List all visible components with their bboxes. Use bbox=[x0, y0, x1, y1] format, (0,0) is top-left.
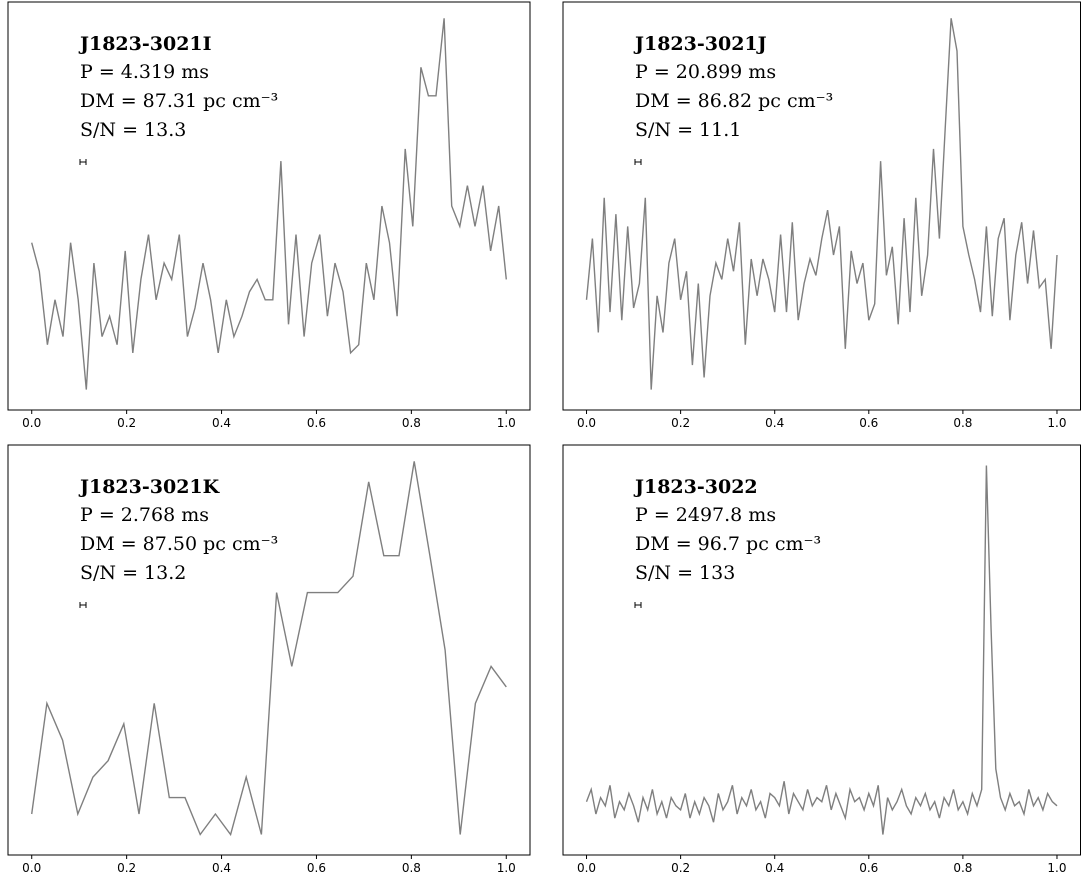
pulsar-name: J1823-3021I bbox=[78, 33, 212, 55]
x-tick-label: 1.0 bbox=[1047, 861, 1066, 875]
profile-line bbox=[585, 465, 1058, 835]
x-tick-label: 0.0 bbox=[22, 416, 41, 430]
x-tick-label: 0.0 bbox=[577, 416, 596, 430]
annotation: DM = 87.31 pc cm⁻³ bbox=[80, 90, 278, 112]
annotation: S/N = 13.2 bbox=[80, 562, 186, 584]
annotation: DM = 96.7 pc cm⁻³ bbox=[635, 533, 821, 555]
x-tick-label: 0.4 bbox=[212, 861, 231, 875]
pulsar-name: J1823-3021K bbox=[78, 476, 221, 498]
annotation: DM = 86.82 pc cm⁻³ bbox=[635, 90, 833, 112]
profile-line bbox=[585, 18, 1058, 390]
x-tick-label: 0.0 bbox=[577, 861, 596, 875]
pulsar-name: J1823-3021J bbox=[633, 33, 767, 55]
profile-line bbox=[31, 461, 507, 837]
x-tick-label: 0.2 bbox=[671, 416, 690, 430]
x-tick-label: 0.8 bbox=[953, 416, 972, 430]
x-tick-label: 0.8 bbox=[402, 416, 421, 430]
panel-frame bbox=[7, 1, 531, 411]
annotation: S/N = 11.1 bbox=[635, 119, 741, 141]
x-tick-label: 0.6 bbox=[859, 861, 878, 875]
x-tick-label: 0.6 bbox=[307, 861, 326, 875]
x-tick-label: 0.4 bbox=[765, 861, 784, 875]
annotation: S/N = 133 bbox=[635, 562, 735, 584]
x-tick-label: 0.2 bbox=[117, 861, 136, 875]
annotation: P = 2497.8 ms bbox=[635, 504, 776, 526]
resolution-bar bbox=[634, 159, 642, 165]
annotation: P = 20.899 ms bbox=[635, 61, 776, 83]
x-tick-label: 0.2 bbox=[117, 416, 136, 430]
annotation: S/N = 13.3 bbox=[80, 119, 186, 141]
x-tick-label: 0.4 bbox=[765, 416, 784, 430]
annotation: DM = 87.50 pc cm⁻³ bbox=[80, 533, 278, 555]
x-tick-label: 0.6 bbox=[307, 416, 326, 430]
x-tick-label: 1.0 bbox=[1047, 416, 1066, 430]
x-tick-label: 0.4 bbox=[212, 416, 231, 430]
annotation: P = 2.768 ms bbox=[80, 504, 209, 526]
resolution-bar bbox=[79, 602, 87, 608]
x-tick-label: 1.0 bbox=[497, 861, 516, 875]
annotation: P = 4.319 ms bbox=[80, 61, 209, 83]
panel-frame bbox=[7, 444, 531, 856]
resolution-bar bbox=[634, 602, 642, 608]
x-tick-label: 0.8 bbox=[953, 861, 972, 875]
resolution-bar bbox=[79, 159, 87, 165]
x-tick-label: 0.8 bbox=[402, 861, 421, 875]
profile-line bbox=[31, 18, 507, 390]
x-tick-label: 0.6 bbox=[859, 416, 878, 430]
pulsar-name: J1823-3022 bbox=[633, 476, 758, 498]
x-tick-label: 0.2 bbox=[671, 861, 690, 875]
x-tick-label: 1.0 bbox=[497, 416, 516, 430]
x-tick-label: 0.0 bbox=[22, 861, 41, 875]
